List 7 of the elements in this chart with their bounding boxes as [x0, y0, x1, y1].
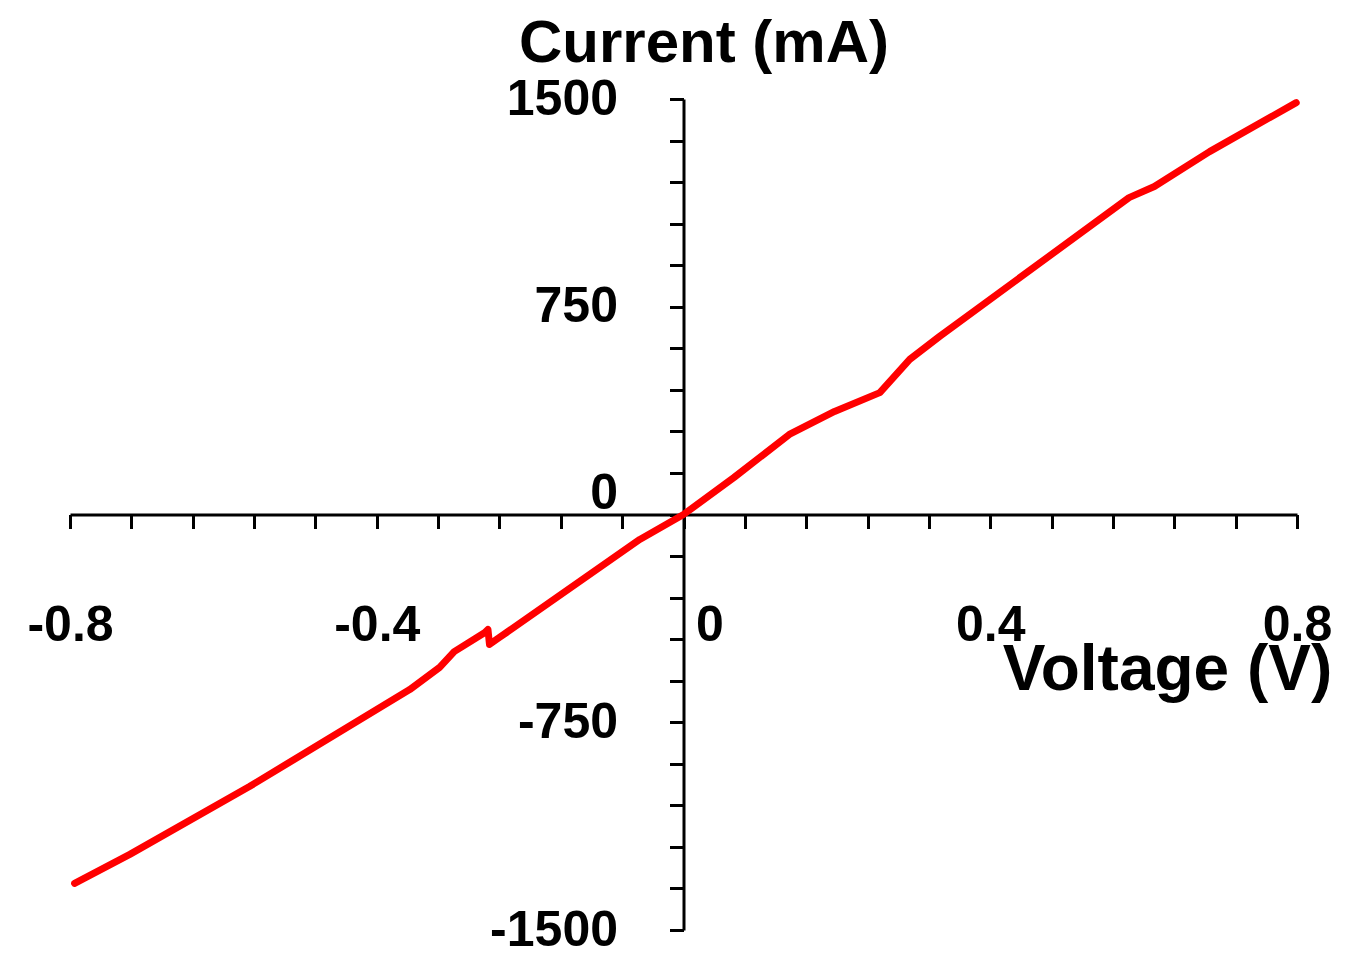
x-tick-label: -0.4: [334, 596, 421, 652]
y-tick-label: 0: [590, 464, 618, 520]
y-tick-label: -750: [517, 692, 618, 749]
x-tick-label: -0.8: [27, 596, 114, 652]
y-tick-label: -1500: [490, 900, 618, 956]
x-tick-label: 0: [696, 596, 724, 652]
y-tick-label: 750: [534, 277, 618, 334]
